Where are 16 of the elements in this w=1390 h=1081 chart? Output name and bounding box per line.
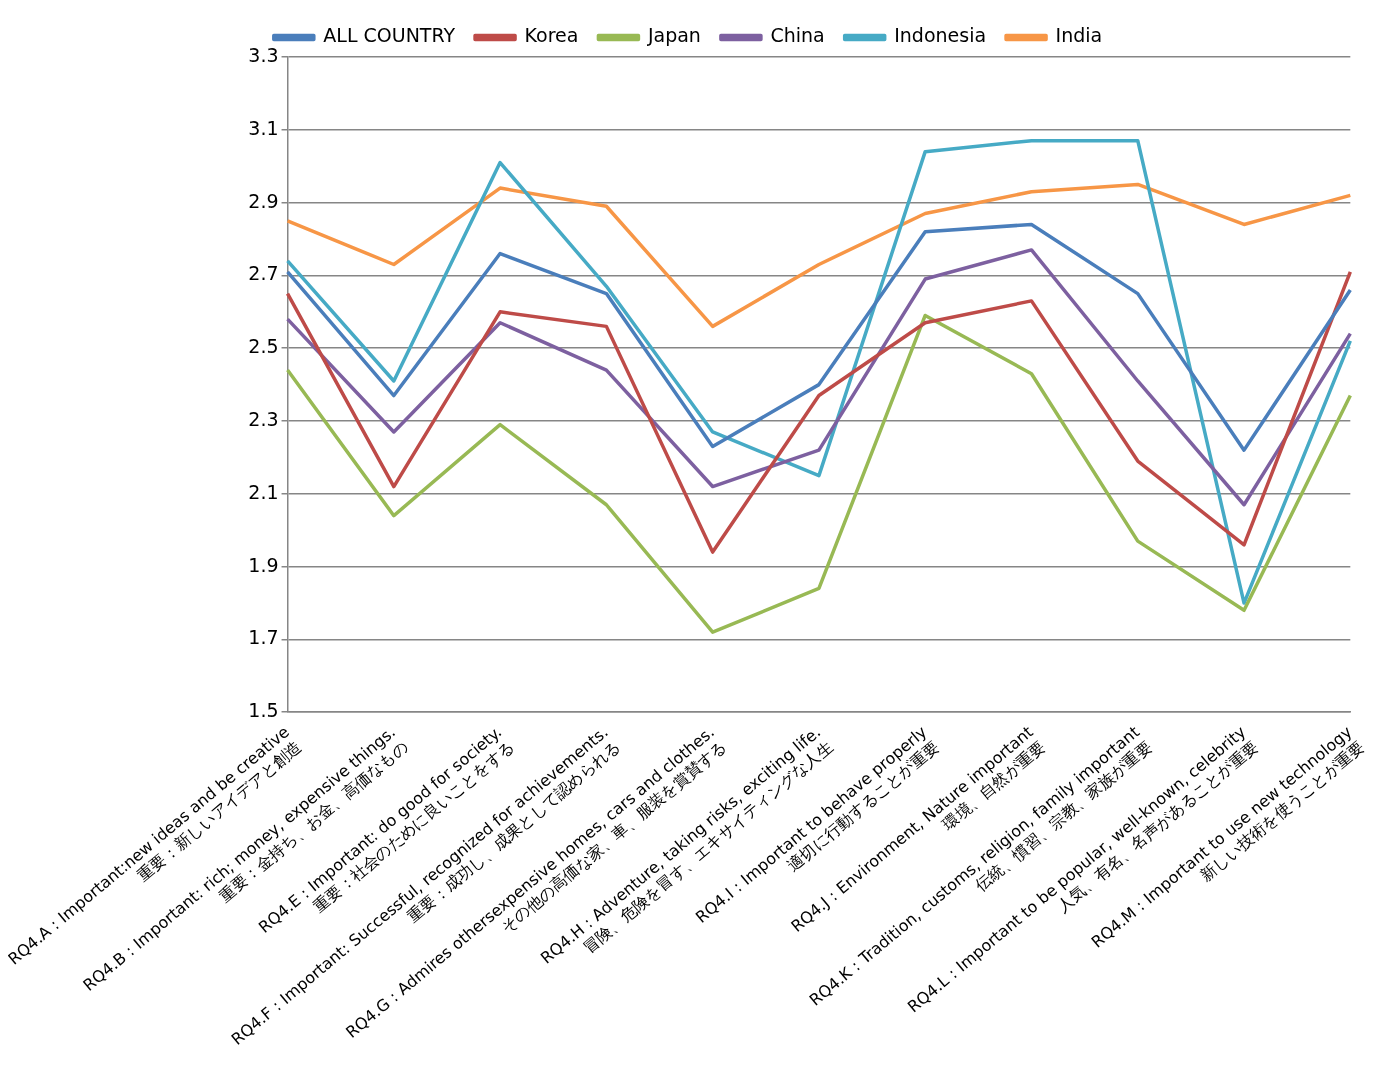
y-tick-label: 2.1: [248, 480, 279, 503]
legend-label: Japan: [646, 24, 701, 47]
y-tick-label: 1.7: [248, 626, 279, 649]
y-tick-label: 1.9: [248, 553, 279, 576]
legend-label: China: [770, 24, 825, 47]
legend-label: Indonesia: [894, 24, 987, 47]
y-tick-label: 3.1: [248, 116, 279, 139]
y-tick-label: 1.5: [248, 699, 279, 722]
y-tick-label: 2.7: [248, 262, 279, 285]
y-tick-label: 2.5: [248, 335, 279, 358]
legend-label: India: [1055, 24, 1103, 47]
legend-label: Korea: [524, 24, 579, 47]
y-tick-label: 2.9: [248, 189, 279, 212]
y-tick-label: 3.3: [248, 43, 279, 66]
y-tick-label: 2.3: [248, 407, 279, 430]
legend-label: ALL COUNTRY: [323, 24, 456, 47]
